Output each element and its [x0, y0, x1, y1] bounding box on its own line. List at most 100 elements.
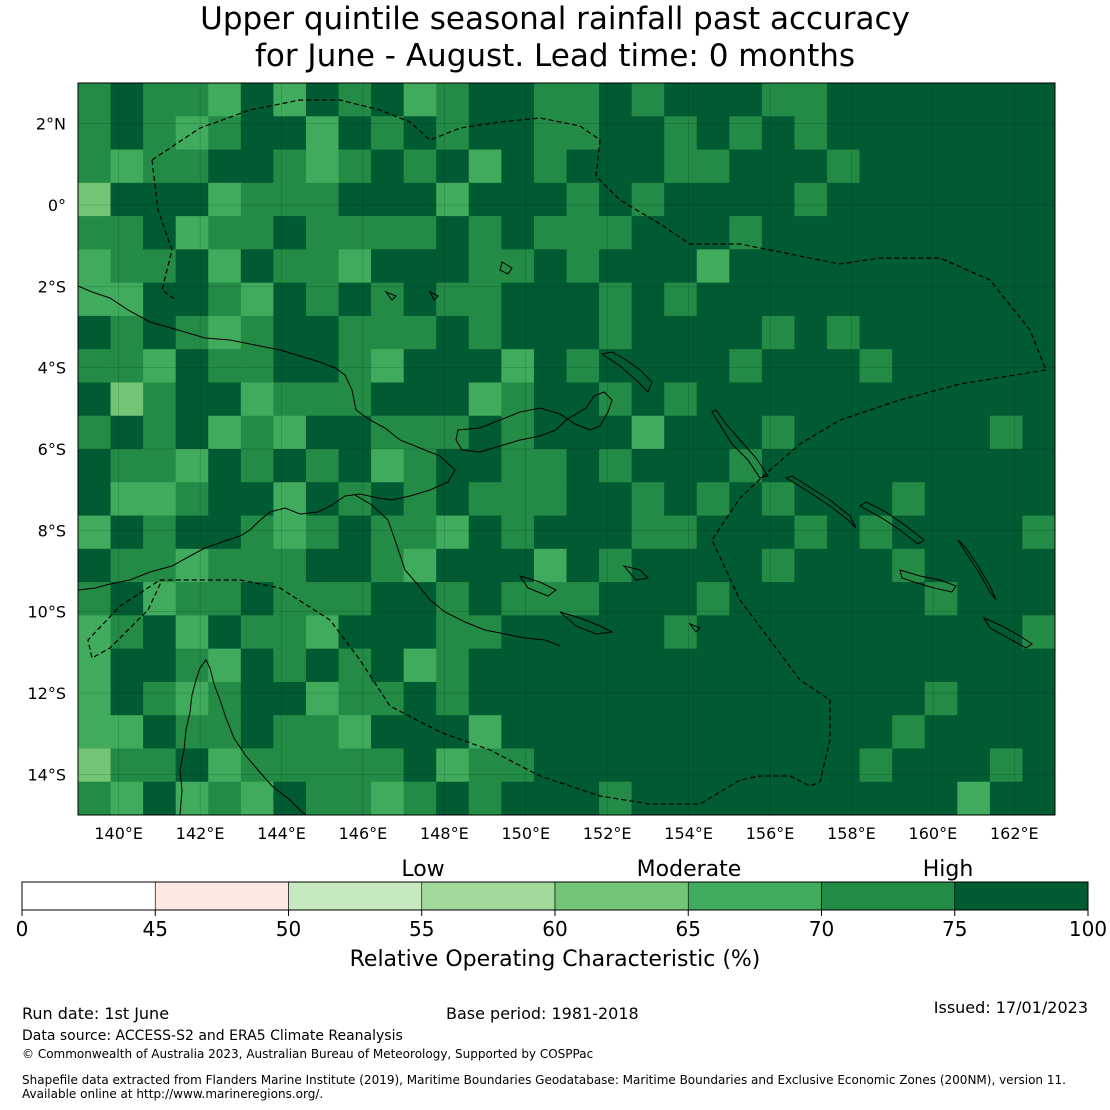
grid-cell	[273, 349, 307, 384]
grid-cell	[501, 648, 535, 683]
grid-cell	[1022, 548, 1055, 583]
grid-cell	[78, 315, 112, 350]
grid-cell	[110, 116, 144, 151]
grid-cell	[468, 748, 502, 783]
coastline-new-ireland	[600, 351, 653, 393]
grid-cell	[240, 748, 274, 783]
grid-cell	[989, 282, 1024, 317]
grid-cell	[729, 315, 763, 350]
grid-cell	[501, 315, 535, 350]
grid-cell	[175, 415, 209, 450]
grid-cell	[240, 382, 274, 417]
grid-cell	[664, 216, 698, 250]
grid-cell	[436, 748, 470, 783]
grid-cell	[371, 615, 405, 650]
grid-cell	[208, 83, 242, 117]
grid-cell	[924, 149, 958, 184]
grid-cell	[240, 282, 274, 317]
grid-cell	[566, 182, 600, 217]
grid-cell	[436, 548, 470, 583]
grid-cell	[761, 648, 796, 683]
grid-cell	[338, 382, 372, 417]
grid-cell	[371, 748, 405, 783]
grid-cell	[729, 748, 763, 783]
coastline-islands-woodlark	[688, 622, 701, 633]
grid-cell	[1022, 149, 1055, 184]
grid-cell	[631, 349, 665, 384]
grid-cell	[208, 149, 242, 184]
eez-boundary-png-north	[151, 99, 1047, 371]
grid-cell	[240, 116, 274, 151]
grid-cell	[599, 349, 633, 384]
grid-cell	[794, 548, 828, 583]
grid-cell	[175, 582, 209, 616]
grid-cell	[78, 515, 112, 550]
grid-cell	[436, 515, 470, 550]
colorbar-swatch	[687, 881, 822, 911]
grid-cell	[566, 282, 600, 317]
grid-cell	[696, 548, 730, 583]
grid-cell	[1022, 116, 1055, 151]
grid-cell	[957, 781, 991, 815]
grid-cell	[1022, 648, 1055, 683]
longitude-label: 152°E	[583, 824, 632, 843]
grid-cell	[566, 715, 600, 750]
grid-cell	[989, 548, 1024, 583]
grid-cell	[566, 648, 600, 683]
grid-cell	[305, 715, 340, 750]
grid-cell	[533, 116, 568, 151]
colorbar-tick-label: 55	[409, 917, 434, 941]
grid-cell	[664, 83, 698, 117]
grid-cell	[468, 582, 502, 616]
grid-cell	[761, 182, 796, 217]
grid-cell	[208, 449, 242, 483]
grid-cell	[468, 182, 502, 217]
grid-cell	[533, 349, 568, 384]
grid-cell	[208, 282, 242, 317]
grid-cell	[827, 216, 861, 250]
grid-cell	[371, 182, 405, 217]
grid-cell	[468, 149, 502, 184]
grid-cell	[338, 648, 372, 683]
grid-cell	[403, 715, 437, 750]
grid-cell	[664, 182, 698, 217]
grid-cell	[761, 415, 796, 450]
grid-cell	[989, 781, 1024, 815]
grid-cell	[78, 216, 112, 250]
grid-cell	[175, 715, 209, 750]
grid-cell	[989, 681, 1024, 716]
grid-cell	[892, 382, 926, 417]
coastline-islands-admiralty	[384, 290, 439, 301]
grid-cell	[794, 315, 828, 350]
grid-cell	[664, 681, 698, 716]
grid-cell	[533, 715, 568, 750]
grid-cell	[240, 415, 274, 450]
grid-cell	[240, 781, 274, 815]
grid-cell	[501, 615, 535, 650]
grid-cell	[436, 382, 470, 417]
grid-cell	[794, 648, 828, 683]
base-period: Base period: 1981-2018	[446, 1004, 639, 1023]
grid-cell	[631, 382, 665, 417]
shapefile-credit-line-1: Shapefile data extracted from Flanders M…	[22, 1073, 1066, 1087]
grid-cell	[273, 216, 307, 250]
grid-cell	[208, 249, 242, 284]
grid-cell	[143, 449, 177, 483]
grid-cell	[664, 482, 698, 517]
grid-cell	[240, 449, 274, 483]
grid-cell	[729, 282, 763, 317]
latitude-label: 8°S	[38, 521, 66, 540]
grid-cell	[403, 548, 437, 583]
grid-cell	[501, 449, 535, 483]
grid-cell	[599, 216, 633, 250]
grid-cell	[827, 582, 861, 616]
grid-cell	[403, 249, 437, 284]
grid-cell	[761, 249, 796, 284]
grid-cell	[892, 282, 926, 317]
grid-cell	[957, 515, 991, 550]
grid-cell	[892, 582, 926, 616]
shapefile-credit-line-2: Available online at http://www.marinereg…	[22, 1087, 324, 1101]
grid-cell	[1022, 615, 1055, 650]
grid-cell	[175, 249, 209, 284]
colorbar-swatch	[154, 881, 289, 911]
